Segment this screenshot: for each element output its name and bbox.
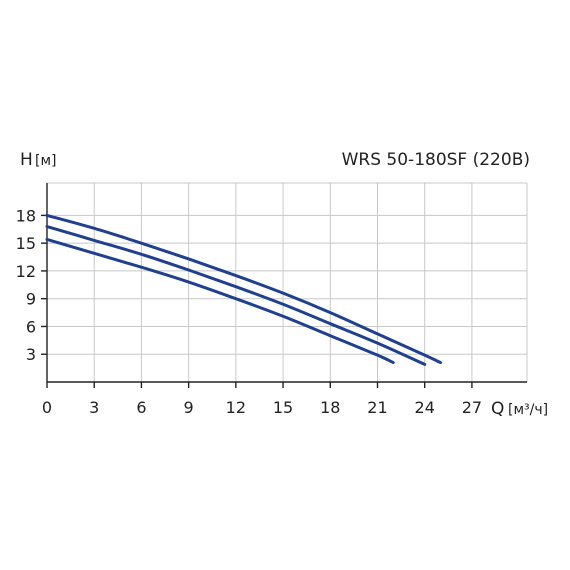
x-tick-label: 12 [226, 398, 246, 417]
labels: WRS 50-180SF (220В) H [м] Q [м³/ч] [20, 150, 548, 419]
x-tick-label: 27 [462, 398, 482, 417]
x-tick-label: 21 [367, 398, 387, 417]
chart-title: WRS 50-180SF (220В) [342, 150, 530, 170]
x-tick-label: 0 [42, 398, 52, 417]
y-tick-label: 3 [26, 345, 36, 364]
series-line-2 [45, 225, 427, 366]
x-axis-unit: [м³/ч] [508, 402, 548, 418]
x-tick-label: 6 [136, 398, 146, 417]
x-tick-label: 15 [273, 398, 293, 417]
y-tick-label: 15 [16, 234, 36, 253]
series-group [45, 213, 442, 366]
y-tick-label: 6 [26, 317, 36, 336]
x-tick-label: 18 [320, 398, 340, 417]
y-tick-label: 12 [16, 262, 36, 281]
x-axis-title: Q [491, 399, 504, 419]
x-tick-label: 24 [415, 398, 435, 417]
y-axis-title: H [20, 150, 33, 170]
y-axis-unit: [м] [35, 153, 57, 169]
y-tick-label: 18 [16, 206, 36, 225]
series-line-3 [45, 237, 395, 365]
grid [47, 182, 528, 382]
x-tick-label: 9 [184, 398, 194, 417]
x-tick-label: 3 [89, 398, 99, 417]
series-line-1 [45, 213, 442, 365]
y-tick-label: 9 [26, 290, 36, 309]
